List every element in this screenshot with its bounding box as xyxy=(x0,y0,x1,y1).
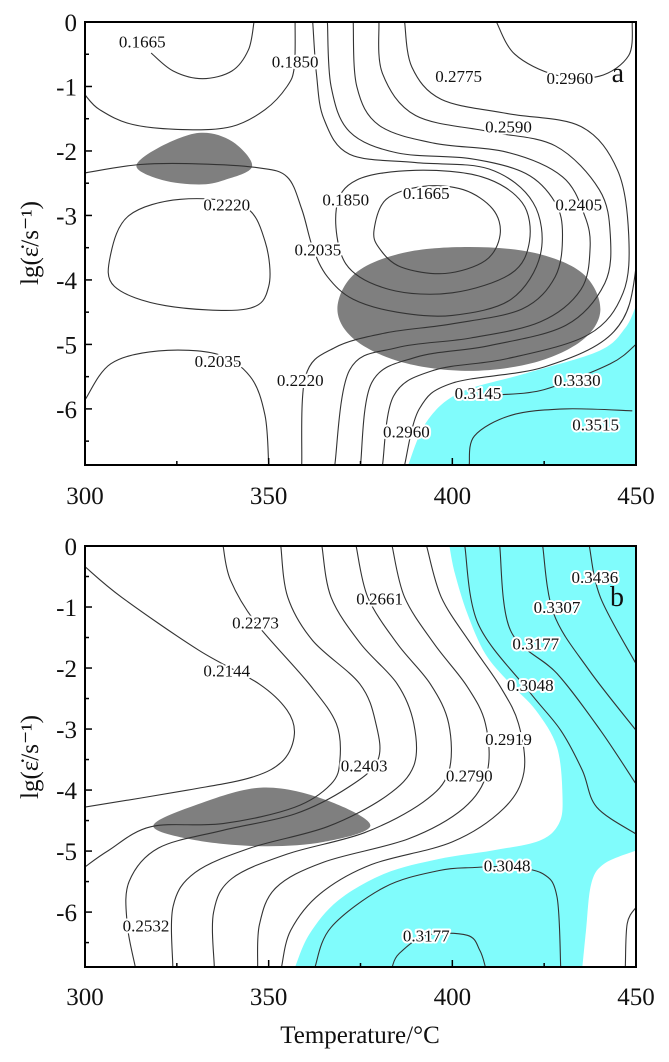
contour-line xyxy=(500,343,636,396)
x-tick-label: 350 xyxy=(250,483,288,510)
contour-label: 0.2532 xyxy=(123,917,170,936)
x-tick-label: 350 xyxy=(250,984,288,1011)
contour-label: 0.1665 xyxy=(119,32,166,51)
contour-label: 0.3145 xyxy=(455,384,502,403)
x-tick-label: 400 xyxy=(434,483,472,510)
x-tick-label: 400 xyxy=(434,984,472,1011)
contour-line xyxy=(588,546,636,665)
high-efficiency-region xyxy=(408,305,636,465)
y-tick-label: 0 xyxy=(65,534,78,561)
contour-line xyxy=(468,408,633,465)
contour-label: 0.2405 xyxy=(555,195,602,214)
contour-line xyxy=(170,546,418,967)
y-axis-title: lg(ε̇/s⁻¹) xyxy=(17,715,44,799)
high-efficiency-region xyxy=(295,546,636,967)
instability-region xyxy=(337,247,601,371)
contour-label: 0.2273 xyxy=(232,613,279,632)
contour-label: 0.2220 xyxy=(203,195,250,214)
contour-label: 0.3177 xyxy=(403,926,450,945)
contour-line xyxy=(373,185,501,275)
contour-line xyxy=(335,169,531,295)
contour-label: 0.2035 xyxy=(295,241,342,260)
y-tick-label: 0 xyxy=(65,10,78,37)
contour-line xyxy=(314,865,562,967)
contour-line xyxy=(359,22,612,465)
contour-label: 0.2919 xyxy=(485,730,532,749)
contour-line xyxy=(542,546,636,731)
y-tick-label: -6 xyxy=(56,397,77,424)
contour-line xyxy=(495,22,633,79)
instability-region xyxy=(136,132,253,185)
panel-letter: a xyxy=(612,58,625,89)
contour-label: 0.3307 xyxy=(534,598,581,617)
y-tick-label: -1 xyxy=(56,595,77,622)
contour-line xyxy=(280,546,526,967)
contour-label: 0.2220 xyxy=(277,371,324,390)
panel-b: 0.3436 0.2661 0.3307 0.2273 0.3177 0.2144 0.30… xyxy=(17,534,655,1011)
contour-label: 0.2035 xyxy=(195,352,242,371)
contour-label: 0.3048 xyxy=(484,857,531,876)
contour-label: 0.2960 xyxy=(383,422,430,441)
contour-line xyxy=(301,22,564,465)
contour-line xyxy=(85,22,543,317)
contour-label: 0.3515 xyxy=(572,415,619,434)
contour-line xyxy=(85,22,296,131)
contour-line xyxy=(464,546,636,835)
contour-label: 0.2403 xyxy=(341,757,388,776)
contour-label: 0.2144 xyxy=(203,661,250,680)
panel-a: 0.1665 0.1850 0.2775 0.2960 0.2590 0.2220 0.18… xyxy=(17,10,655,510)
contour-line xyxy=(211,546,452,967)
y-tick-label: -2 xyxy=(56,139,77,166)
contour-line xyxy=(256,546,490,967)
contour-line xyxy=(85,566,296,808)
contour-line xyxy=(334,22,591,465)
y-tick-label: -6 xyxy=(56,900,77,927)
x-tick-label: 450 xyxy=(617,483,655,510)
plot-area: 0.1665 0.1850 0.2775 0.2960 0.2590 0.2220 0.18… xyxy=(85,22,636,465)
contour-line xyxy=(404,150,636,465)
contour-line xyxy=(107,198,271,311)
contour-label: 0.1850 xyxy=(272,52,319,71)
contour-line xyxy=(624,906,636,967)
contour-line xyxy=(85,349,270,465)
x-tick-label: 450 xyxy=(617,984,655,1011)
contour-line xyxy=(499,546,636,785)
contour-label: 0.2661 xyxy=(356,589,403,608)
x-tick-label: 300 xyxy=(66,984,104,1011)
contour-line xyxy=(85,546,342,868)
contour-label: 0.2775 xyxy=(435,67,482,86)
y-tick-label: -3 xyxy=(56,717,77,744)
contour-line xyxy=(381,22,630,465)
plot-area: 0.3436 0.2661 0.3307 0.2273 0.3177 0.2144 0.30… xyxy=(85,546,636,967)
contour-label: 0.3436 xyxy=(571,568,618,587)
x-tick-label: 300 xyxy=(66,483,104,510)
y-tick-label: -5 xyxy=(56,839,77,866)
contour-label: 0.3048 xyxy=(507,676,554,695)
contour-label: 0.1665 xyxy=(403,184,450,203)
contour-line xyxy=(391,932,486,967)
y-tick-label: -3 xyxy=(56,203,77,230)
contour-line xyxy=(125,546,381,967)
contour-label: 0.3330 xyxy=(554,371,601,390)
y-tick-label: -5 xyxy=(56,332,77,359)
panel-letter: b xyxy=(610,582,624,613)
contour-label: 0.3177 xyxy=(512,635,559,654)
contour-label: 0.2590 xyxy=(485,117,532,136)
contour-label: 0.2960 xyxy=(547,69,594,88)
y-tick-label: -2 xyxy=(56,656,77,683)
y-axis-title: lg(ε̇/s⁻¹) xyxy=(17,201,44,285)
y-tick-label: -1 xyxy=(56,74,77,101)
contour-label: 0.2790 xyxy=(446,766,493,785)
contour-label: 0.1850 xyxy=(322,190,369,209)
x-axis-title: Temperature/°C xyxy=(280,1022,440,1049)
y-tick-label: -4 xyxy=(56,268,77,295)
y-tick-label: -4 xyxy=(56,778,77,805)
contour-line xyxy=(150,22,255,80)
